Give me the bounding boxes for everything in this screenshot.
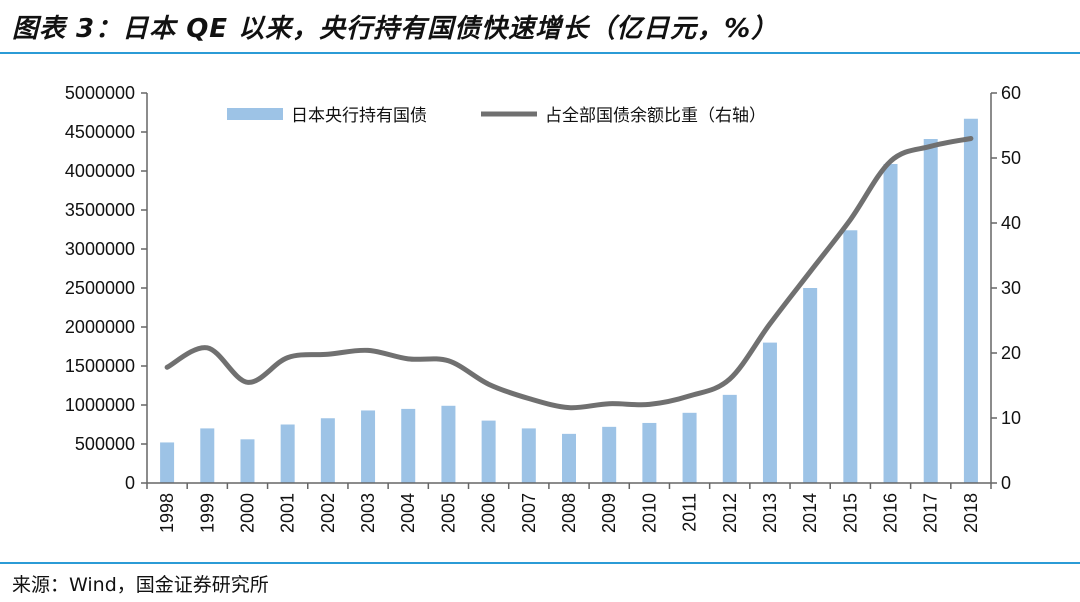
bar-2002 xyxy=(320,418,335,483)
y-left-tick-label: 5000000 xyxy=(65,83,135,103)
x-tick-label-2007: 2007 xyxy=(519,493,539,533)
bar-2017 xyxy=(923,139,938,483)
y-right-tick-label: 0 xyxy=(1001,473,1011,493)
y-right-tick-label: 10 xyxy=(1001,408,1021,428)
y-right-tick-label: 50 xyxy=(1001,148,1021,168)
legend-line-label: 占全部国债余额比重（右轴） xyxy=(545,106,766,126)
x-tick-label-2014: 2014 xyxy=(800,493,820,533)
bar-1998 xyxy=(160,442,175,483)
line-series xyxy=(164,136,974,411)
bar-2010 xyxy=(642,422,657,483)
bar-2013 xyxy=(762,342,777,483)
y-left-tick-label: 3000000 xyxy=(65,239,135,259)
x-tick-label-2018: 2018 xyxy=(961,493,981,533)
x-tick-label-1998: 1998 xyxy=(157,493,177,533)
bar-2016 xyxy=(883,163,898,483)
bar-2003 xyxy=(361,410,376,483)
source-divider xyxy=(0,562,1080,564)
y-right-tick-label: 20 xyxy=(1001,343,1021,363)
x-tick-label-2002: 2002 xyxy=(318,493,338,533)
axes: 0 500000 1000000 1500000 2000000 2500000 30000… xyxy=(65,83,1021,533)
legend-bar-label: 日本央行持有国债 xyxy=(291,106,427,126)
bar-series xyxy=(160,118,978,484)
bar-line-chart: 0 500000 1000000 1500000 2000000 2500000 30000… xyxy=(65,83,1021,533)
title-divider xyxy=(0,52,1080,54)
bar-2014 xyxy=(803,288,818,483)
bar-2011 xyxy=(682,412,697,483)
x-tick-label-2009: 2009 xyxy=(599,493,619,533)
legend: 日本央行持有国债 占全部国债余额比重（右轴） xyxy=(227,106,766,126)
bar-2018 xyxy=(963,118,978,484)
x-tick-label-2006: 2006 xyxy=(479,493,499,533)
x-tick-label-2000: 2000 xyxy=(237,493,257,533)
y-left-tick-label: 4500000 xyxy=(65,122,135,142)
y-left-tick-label: 4000000 xyxy=(65,161,135,181)
y-left-tick-label: 1000000 xyxy=(65,395,135,415)
y-left-tick-label: 0 xyxy=(125,473,135,493)
bar-2012 xyxy=(722,394,737,483)
bar-2006 xyxy=(481,420,496,483)
x-tick-label-2017: 2017 xyxy=(921,493,941,533)
x-tick-label-2005: 2005 xyxy=(438,493,458,533)
y-left-tick-label: 1500000 xyxy=(65,356,135,376)
x-tick-label-2012: 2012 xyxy=(720,493,740,533)
bar-2009 xyxy=(602,426,617,483)
x-tick-label-2008: 2008 xyxy=(559,493,579,533)
y-left-tick-label: 3500000 xyxy=(65,200,135,220)
legend-bar-swatch xyxy=(227,108,283,120)
source-note: 来源：Wind，国金证券研究所 xyxy=(12,574,269,596)
bar-2007 xyxy=(521,428,536,483)
y-left-tick-label: 500000 xyxy=(75,434,135,454)
y-right-tick-label: 60 xyxy=(1001,83,1021,103)
x-tick-label-2015: 2015 xyxy=(840,493,860,533)
y-left-tick-label: 2500000 xyxy=(65,278,135,298)
bar-2015 xyxy=(843,230,858,483)
x-tick-label-2010: 2010 xyxy=(639,493,659,533)
x-tick-label-2003: 2003 xyxy=(358,493,378,533)
bar-2000 xyxy=(240,439,255,483)
x-tick-label-2004: 2004 xyxy=(398,493,418,533)
y-left-tick-label: 2000000 xyxy=(65,317,135,337)
bar-1999 xyxy=(200,428,215,483)
ratio-line xyxy=(164,136,974,411)
figure-title: 图表 3：日本 QE 以来，央行持有国债快速增长（亿日元，%） xyxy=(12,14,779,44)
x-tick-label-2013: 2013 xyxy=(760,493,780,533)
bar-2005 xyxy=(441,405,456,483)
x-tick-label-2016: 2016 xyxy=(881,493,901,533)
x-tick-label-2001: 2001 xyxy=(278,493,298,533)
bar-2008 xyxy=(562,433,576,483)
x-tick-label-1999: 1999 xyxy=(197,493,217,533)
y-right-tick-label: 40 xyxy=(1001,213,1021,233)
bar-2004 xyxy=(401,408,416,483)
y-right-tick-label: 30 xyxy=(1001,278,1021,298)
x-tick-label-2011: 2011 xyxy=(680,493,700,532)
bar-2001 xyxy=(280,424,295,483)
